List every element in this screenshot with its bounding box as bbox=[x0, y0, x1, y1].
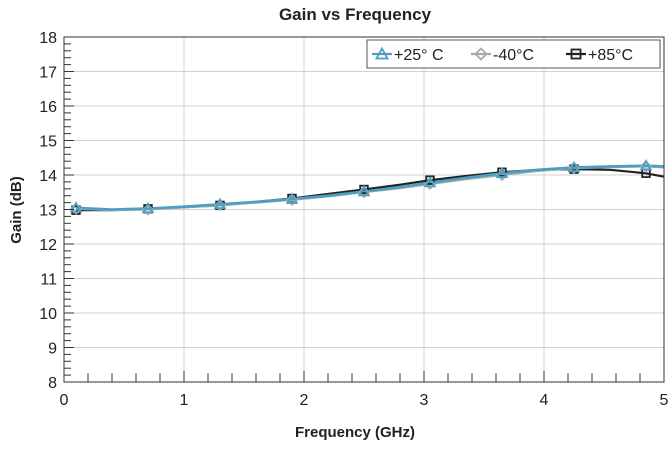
y-tick-label: 12 bbox=[39, 237, 57, 254]
square-marker bbox=[570, 48, 582, 60]
x-axis-label: Frequency (GHz) bbox=[295, 424, 415, 441]
triangle-marker bbox=[423, 175, 437, 188]
grid bbox=[64, 37, 664, 382]
legend-label: +25° C bbox=[394, 47, 444, 64]
y-tick-label: 11 bbox=[40, 272, 57, 289]
y-tick-label: 10 bbox=[39, 306, 57, 323]
legend-label: +85°C bbox=[588, 47, 633, 64]
triangle-marker bbox=[357, 184, 371, 197]
triangle-marker bbox=[141, 201, 155, 214]
y-tick-label: 15 bbox=[39, 134, 57, 151]
legend-box bbox=[366, 39, 661, 69]
series-line bbox=[75, 164, 665, 211]
triangle-marker bbox=[213, 197, 227, 210]
legend: +25° C -40°C +85°C bbox=[366, 39, 661, 69]
triangle-marker bbox=[285, 192, 299, 204]
x-tick-label: 0 bbox=[60, 392, 69, 409]
diamond-marker bbox=[474, 47, 488, 61]
series-markers bbox=[69, 159, 653, 216]
y-tick-label: 17 bbox=[39, 65, 57, 82]
x-tick-label: 4 bbox=[540, 392, 549, 409]
triangle-marker bbox=[639, 159, 653, 171]
y-tick-label: 18 bbox=[39, 30, 57, 47]
y-tick-label: 8 bbox=[48, 375, 57, 392]
y-tick-label: 16 bbox=[39, 99, 57, 116]
x-tick-label: 2 bbox=[300, 392, 309, 409]
legend-label: -40°C bbox=[493, 47, 534, 64]
y-tick-label: 9 bbox=[48, 341, 57, 358]
x-tick-label: 3 bbox=[420, 392, 429, 409]
triangle-marker bbox=[567, 160, 581, 173]
y-tick-label: 14 bbox=[39, 168, 57, 185]
x-tick-label: 5 bbox=[660, 392, 668, 409]
y-axis-label: Gain (dB) bbox=[8, 176, 25, 244]
y-tick-label: 13 bbox=[39, 203, 57, 220]
triangle-marker bbox=[69, 201, 83, 213]
chart-title: Gain vs Frequency bbox=[279, 5, 432, 24]
x-tick-label: 1 bbox=[180, 392, 189, 409]
triangle-marker bbox=[495, 166, 509, 178]
triangle-marker bbox=[374, 46, 390, 60]
series-lines bbox=[75, 164, 665, 212]
